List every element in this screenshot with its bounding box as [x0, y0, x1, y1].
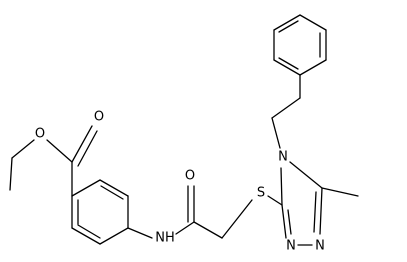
bond [289, 161, 323, 189]
bond [99, 227, 129, 245]
atom-label: N [278, 150, 288, 165]
bond [77, 130, 98, 167]
atom-label: N [286, 239, 296, 254]
bond [278, 20, 299, 33]
bond [313, 191, 317, 233]
atom-label: NH [155, 231, 175, 246]
bond [281, 204, 287, 239]
bond [100, 185, 124, 200]
bond [278, 57, 299, 70]
bond [271, 97, 301, 119]
bond [77, 224, 101, 239]
bond [273, 14, 301, 31]
bond [99, 179, 129, 197]
bond [127, 227, 153, 239]
atom-label: S [257, 186, 265, 201]
atom-label: O [35, 127, 45, 142]
atom-labels: O O O NH S N N N [35, 110, 325, 254]
bond [71, 125, 93, 163]
bond [175, 221, 195, 235]
bond [319, 187, 323, 235]
bond [11, 139, 35, 159]
bond [271, 117, 281, 149]
bonds [9, 14, 359, 246]
bond [299, 59, 327, 76]
bond [299, 14, 327, 31]
atom-label: O [94, 110, 104, 125]
bond [273, 59, 301, 76]
bond [321, 187, 359, 197]
bond [267, 195, 283, 206]
atom-label: N [315, 239, 325, 254]
bond [280, 167, 283, 206]
bond [221, 199, 253, 239]
bond [193, 221, 223, 239]
bond [9, 157, 13, 191]
bond [71, 179, 101, 197]
bond [287, 209, 292, 235]
bond [71, 227, 101, 245]
bond [46, 139, 73, 163]
atom-label: O [185, 169, 195, 184]
